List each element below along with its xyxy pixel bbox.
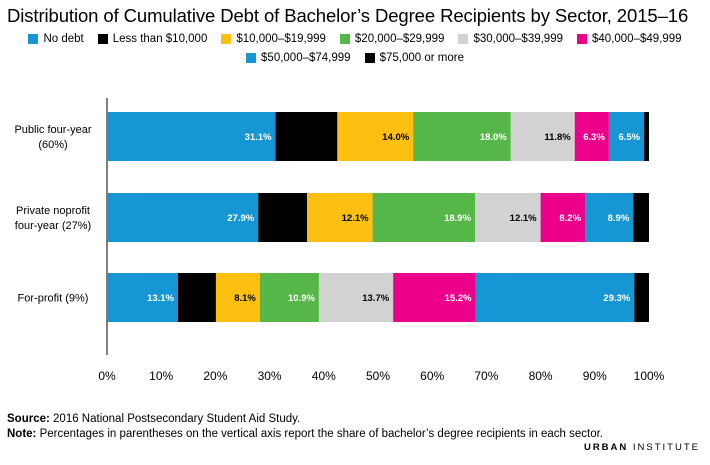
brand-word-institute: INSTITUTE [628, 442, 700, 453]
data-label: 13.7% [362, 293, 389, 304]
chart-title: Distribution of Cumulative Debt of Bache… [7, 5, 689, 26]
legend-swatch [246, 53, 257, 63]
bar-segment [644, 112, 649, 161]
legend-swatch [364, 53, 375, 63]
x-tick-label: 100% [634, 369, 665, 383]
x-tick-label: 0% [98, 369, 116, 383]
data-label: 8.1% [234, 293, 256, 304]
legend-swatch [221, 34, 232, 44]
data-label: 11.8% [544, 132, 571, 143]
data-label: 14.0% [382, 132, 409, 143]
data-label: 29.3% [603, 293, 630, 304]
legend-item: Less than $10,000 [97, 33, 208, 45]
source-text: 2016 National Postsecondary Student Aid … [49, 413, 301, 425]
data-label: 31.1% [245, 132, 272, 143]
stacked-bar-chart: 31.1% 14.0% 18.0% 11.8% 6.3% 6.5% Public four-… [14, 98, 665, 383]
legend-label: $20,000–$29,999 [354, 33, 445, 45]
bar-segment [540, 193, 586, 242]
urban-institute-logo: URBAN INSTITUTE [584, 442, 700, 453]
data-label: 6.5% [618, 132, 640, 143]
bar-segment [475, 273, 635, 322]
data-label: 6.3% [583, 132, 605, 143]
data-label: 27.9% [227, 213, 254, 224]
bar-segment [107, 193, 259, 242]
bar-segment [633, 193, 649, 242]
bar-segment [608, 112, 645, 161]
bar-segment [574, 112, 609, 161]
note-label: Note: [7, 428, 37, 440]
bar-segment [107, 273, 179, 322]
legend-row-1: No debt Less than $10,000 $10,000–$19,999 $… [0, 33, 710, 45]
data-label: 18.9% [444, 213, 471, 224]
bar-segment [178, 273, 216, 322]
legend-label: $40,000–$49,999 [592, 33, 682, 45]
data-label: 10.9% [288, 293, 315, 304]
note-text: Percentages in parentheses on the vertic… [36, 428, 603, 440]
legend-label: No debt [43, 33, 84, 45]
x-tick-label: 50% [366, 369, 390, 383]
legend-item: No debt [28, 33, 84, 45]
category-label: four-year (27%) [15, 220, 91, 232]
bar-segment [372, 193, 476, 242]
category-label: Public four-year [14, 124, 91, 136]
bar-segment [215, 273, 260, 322]
data-label: 8.9% [608, 213, 630, 224]
legend-item: $40,000–$49,999 [577, 33, 682, 45]
x-tick-label: 20% [203, 369, 227, 383]
data-label: 13.1% [147, 293, 174, 304]
data-label: 15.2% [445, 293, 472, 304]
legend-item: $50,000–$74,999 [246, 52, 351, 64]
x-tick-label: 30% [258, 369, 282, 383]
legend-row-2: $50,000–$74,999 $75,000 or more [0, 52, 710, 64]
bar-segment [393, 273, 476, 322]
legend-item: $75,000 or more [364, 52, 464, 64]
bar-segment [337, 112, 414, 161]
legend-swatch [577, 34, 587, 44]
legend-label: $50,000–$74,999 [261, 52, 351, 64]
x-tick-label: 70% [474, 369, 498, 383]
legend-label: $10,000–$19,999 [236, 33, 326, 45]
bar-segment [275, 112, 338, 161]
bar-segment [259, 273, 319, 322]
data-label: 12.1% [342, 213, 369, 224]
source-label: Source: [7, 413, 50, 425]
note-line: Note: Percentages in parentheses on the … [7, 427, 607, 442]
legend-swatch [339, 34, 350, 44]
source-line: Source: 2016 National Postsecondary Stud… [7, 412, 607, 427]
x-tick-label: 10% [149, 369, 173, 383]
data-label: 18.0% [480, 132, 507, 143]
legend-item: $30,000–$39,999 [458, 33, 563, 45]
bar-segment [107, 112, 276, 161]
bar-segment [413, 112, 511, 161]
legend-item: $10,000–$19,999 [221, 33, 326, 45]
x-tick-label: 90% [583, 369, 607, 383]
bar-segment [585, 193, 634, 242]
chart-footnote: Source: 2016 National Postsecondary Stud… [7, 412, 607, 442]
legend-swatch [97, 34, 108, 44]
brand-word-urban: URBAN [583, 442, 629, 453]
data-label: 12.1% [510, 213, 537, 224]
category-label: Private noprofit [16, 205, 90, 217]
legend-label: $30,000–$39,999 [473, 33, 563, 45]
bar-segment [510, 112, 575, 161]
x-tick-label: 60% [420, 369, 444, 383]
legend-label: $75,000 or more [379, 52, 464, 64]
category-label: For-profit (9%) [18, 293, 89, 305]
x-tick-label: 40% [312, 369, 336, 383]
category-label: (60%) [38, 139, 67, 151]
bar-segment [475, 193, 541, 242]
x-tick-label: 80% [529, 369, 553, 383]
legend-swatch [458, 34, 469, 44]
bar-segment [318, 273, 394, 322]
data-label: 8.2% [559, 213, 581, 224]
bar-segment [306, 193, 373, 242]
legend-label: Less than $10,000 [112, 33, 208, 45]
legend-swatch [28, 34, 39, 44]
bar-segment [634, 273, 649, 322]
legend-item: $20,000–$29,999 [339, 33, 445, 45]
bar-segment [258, 193, 307, 242]
